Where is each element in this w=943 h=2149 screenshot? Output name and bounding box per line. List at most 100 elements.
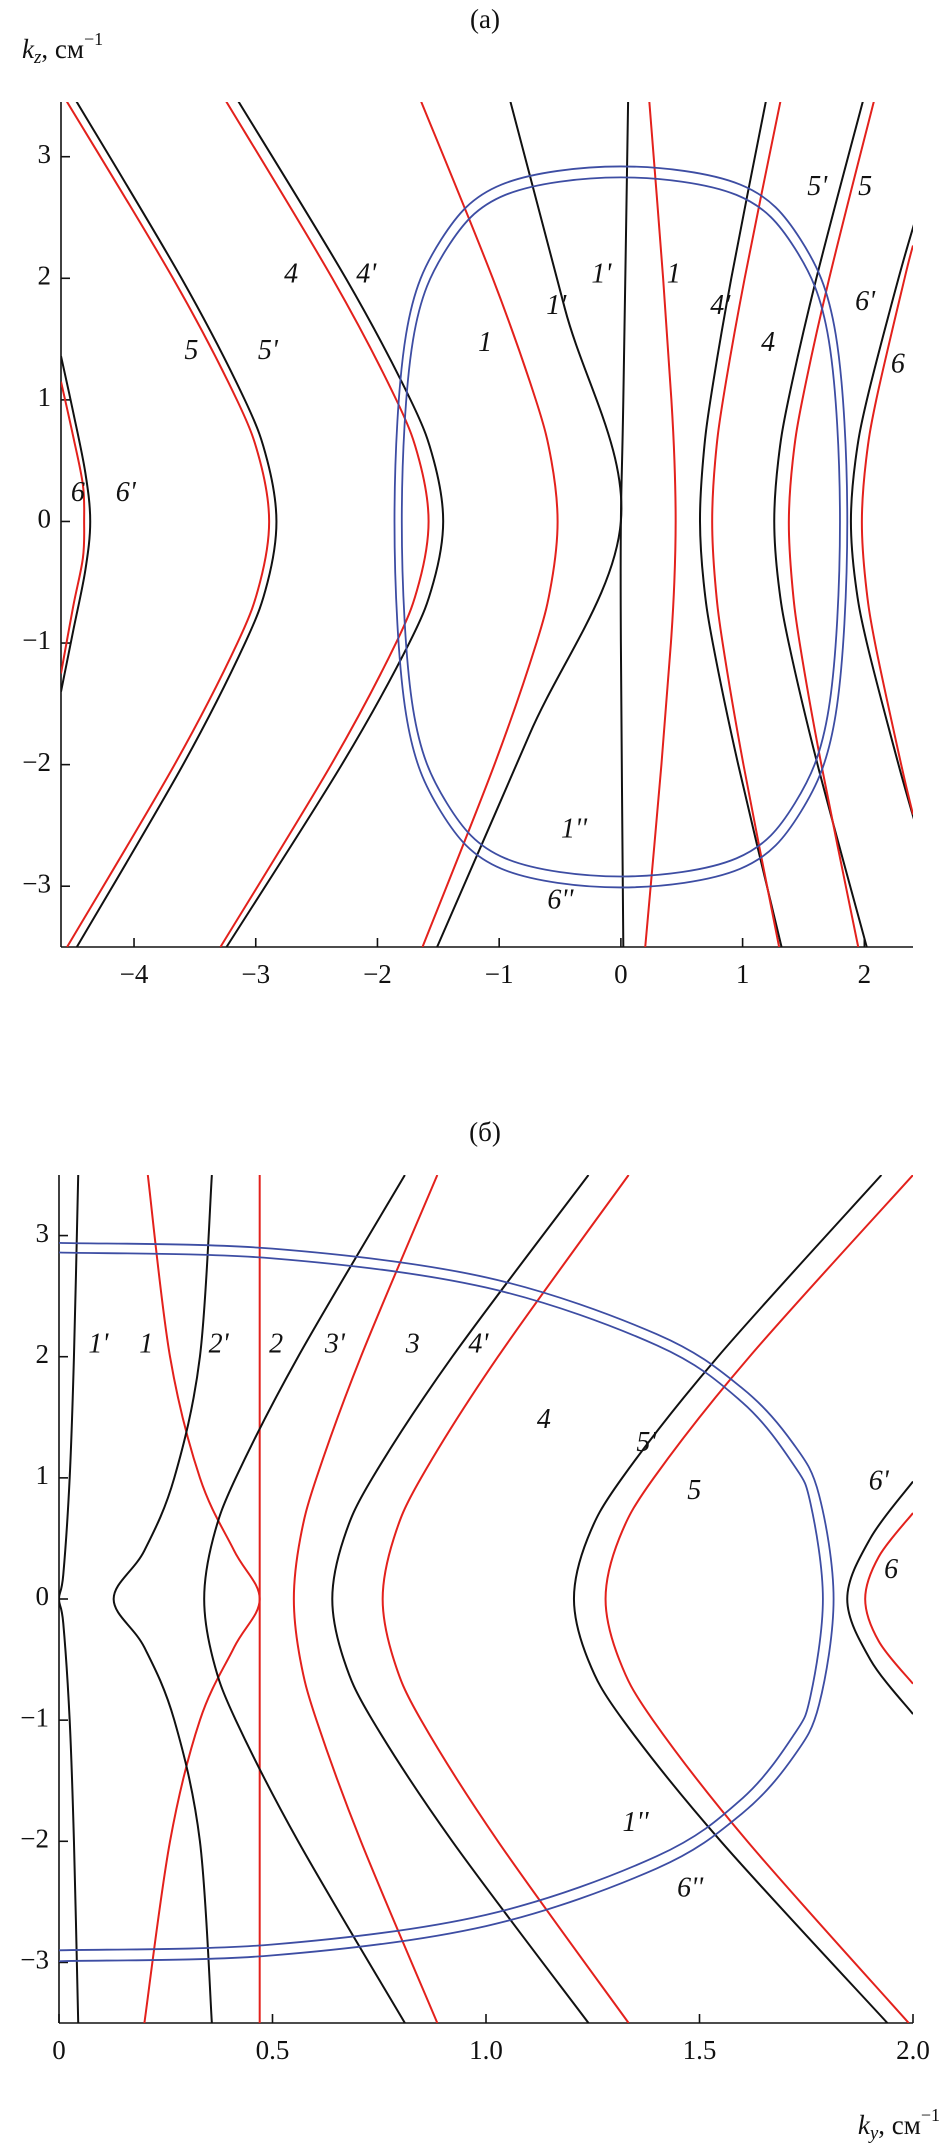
curve-label: 5 xyxy=(184,335,198,366)
curve-label: 4' xyxy=(468,1329,489,1360)
curve-label: 6'' xyxy=(677,1873,704,1904)
curve xyxy=(860,245,913,815)
x-tick-label: 0 xyxy=(614,959,628,989)
curve xyxy=(61,355,92,692)
y-tick-label: −2 xyxy=(20,1823,49,1853)
curve-label: 1' xyxy=(591,258,612,289)
y-tick-label: −1 xyxy=(20,1702,49,1732)
chart-title: (а) xyxy=(470,4,500,34)
curve xyxy=(864,1512,913,1685)
curve-label: 1'' xyxy=(623,1807,650,1838)
curve-label: 4' xyxy=(710,290,731,321)
curve xyxy=(619,102,630,947)
curve xyxy=(59,1251,824,1952)
curve-label: 5 xyxy=(687,1475,701,1506)
axis-label: ky, см−1 xyxy=(858,2105,940,2144)
chart-title: (б) xyxy=(469,1117,501,1147)
curve-label: 4 xyxy=(761,327,775,358)
curve-label: 1'' xyxy=(561,813,588,844)
curve xyxy=(143,1175,261,2023)
axis-label: kz, см−1 xyxy=(22,29,103,68)
curve xyxy=(644,102,677,947)
curve xyxy=(75,102,278,947)
curve-label: 4' xyxy=(356,258,377,289)
plot-area xyxy=(61,102,913,947)
curve xyxy=(65,102,271,947)
axis-superscript: −1 xyxy=(921,2105,940,2125)
curve xyxy=(59,1241,835,1963)
curve xyxy=(61,381,86,674)
curve-label: 1' xyxy=(88,1329,109,1360)
y-tick-label: 0 xyxy=(36,1581,50,1611)
axis-subscript: z xyxy=(33,47,42,68)
curve xyxy=(219,102,430,947)
x-tick-label: 2 xyxy=(858,959,872,989)
curve-label: 6 xyxy=(71,477,85,508)
curve-label: 1' xyxy=(546,290,567,321)
curve-label: 6 xyxy=(891,349,905,380)
x-tick-label: 1.0 xyxy=(469,2035,503,2065)
curve-label: 6' xyxy=(116,477,137,508)
y-tick-label: −1 xyxy=(22,625,51,655)
curve xyxy=(604,1175,913,2023)
curve xyxy=(698,102,783,947)
y-tick-label: 3 xyxy=(38,139,52,169)
x-tick-label: 1.5 xyxy=(683,2035,717,2065)
y-tick-label: −2 xyxy=(22,747,51,777)
curve-label: 1 xyxy=(478,327,492,358)
curve xyxy=(787,102,875,947)
curve xyxy=(112,1175,213,2023)
x-tick-label: 2.0 xyxy=(896,2035,930,2065)
curve-label: 6' xyxy=(869,1465,890,1496)
curve xyxy=(292,1175,439,2023)
curve xyxy=(773,102,868,947)
curve-label: 4 xyxy=(537,1404,551,1435)
axis-unit: , см xyxy=(878,2110,921,2140)
curve xyxy=(846,1480,913,1715)
x-tick-label: −4 xyxy=(120,959,149,989)
axis-superscript: −1 xyxy=(84,29,103,49)
curve-label: 5' xyxy=(807,171,828,202)
y-tick-label: 3 xyxy=(36,1218,50,1248)
curve xyxy=(225,102,445,947)
curve-label: 1 xyxy=(139,1329,153,1360)
plot-area xyxy=(59,1175,913,2023)
curve xyxy=(203,1175,406,2023)
curve-label: 6' xyxy=(855,286,876,317)
curve xyxy=(420,102,559,947)
x-tick-label: 1 xyxy=(736,959,750,989)
x-tick-label: −1 xyxy=(485,959,514,989)
curve xyxy=(711,102,782,947)
x-tick-label: 0.5 xyxy=(256,2035,290,2065)
curve-label: 5 xyxy=(858,171,872,202)
y-tick-label: −3 xyxy=(22,868,51,898)
y-tick-label: 2 xyxy=(38,260,52,290)
axis-variable: k xyxy=(22,34,35,64)
curve xyxy=(400,176,841,878)
curve-label: 5' xyxy=(636,1427,657,1458)
curve xyxy=(381,1175,630,2023)
curve xyxy=(572,1175,889,2023)
curve-label: 5' xyxy=(258,335,279,366)
y-tick-label: 1 xyxy=(36,1460,50,1490)
x-tick-label: 0 xyxy=(52,2035,66,2065)
curve xyxy=(331,1175,590,2023)
x-tick-label: −2 xyxy=(363,959,392,989)
axis-unit: , см xyxy=(41,34,84,64)
curve-label: 3 xyxy=(405,1329,420,1360)
y-tick-label: 0 xyxy=(38,504,52,534)
curve-label: 1 xyxy=(667,258,681,289)
y-tick-label: 2 xyxy=(36,1339,50,1369)
axis-variable: k xyxy=(858,2110,871,2140)
curve-label: 6 xyxy=(884,1554,898,1585)
curve-label: 6'' xyxy=(547,884,574,915)
curve xyxy=(59,1175,80,2023)
curve-label: 2' xyxy=(209,1329,230,1360)
curve xyxy=(393,165,849,889)
y-tick-label: −3 xyxy=(20,1945,49,1975)
curve xyxy=(849,224,913,820)
curve-label: 4 xyxy=(284,258,298,289)
axis-subscript: y xyxy=(868,2123,879,2144)
x-tick-label: −3 xyxy=(241,959,270,989)
